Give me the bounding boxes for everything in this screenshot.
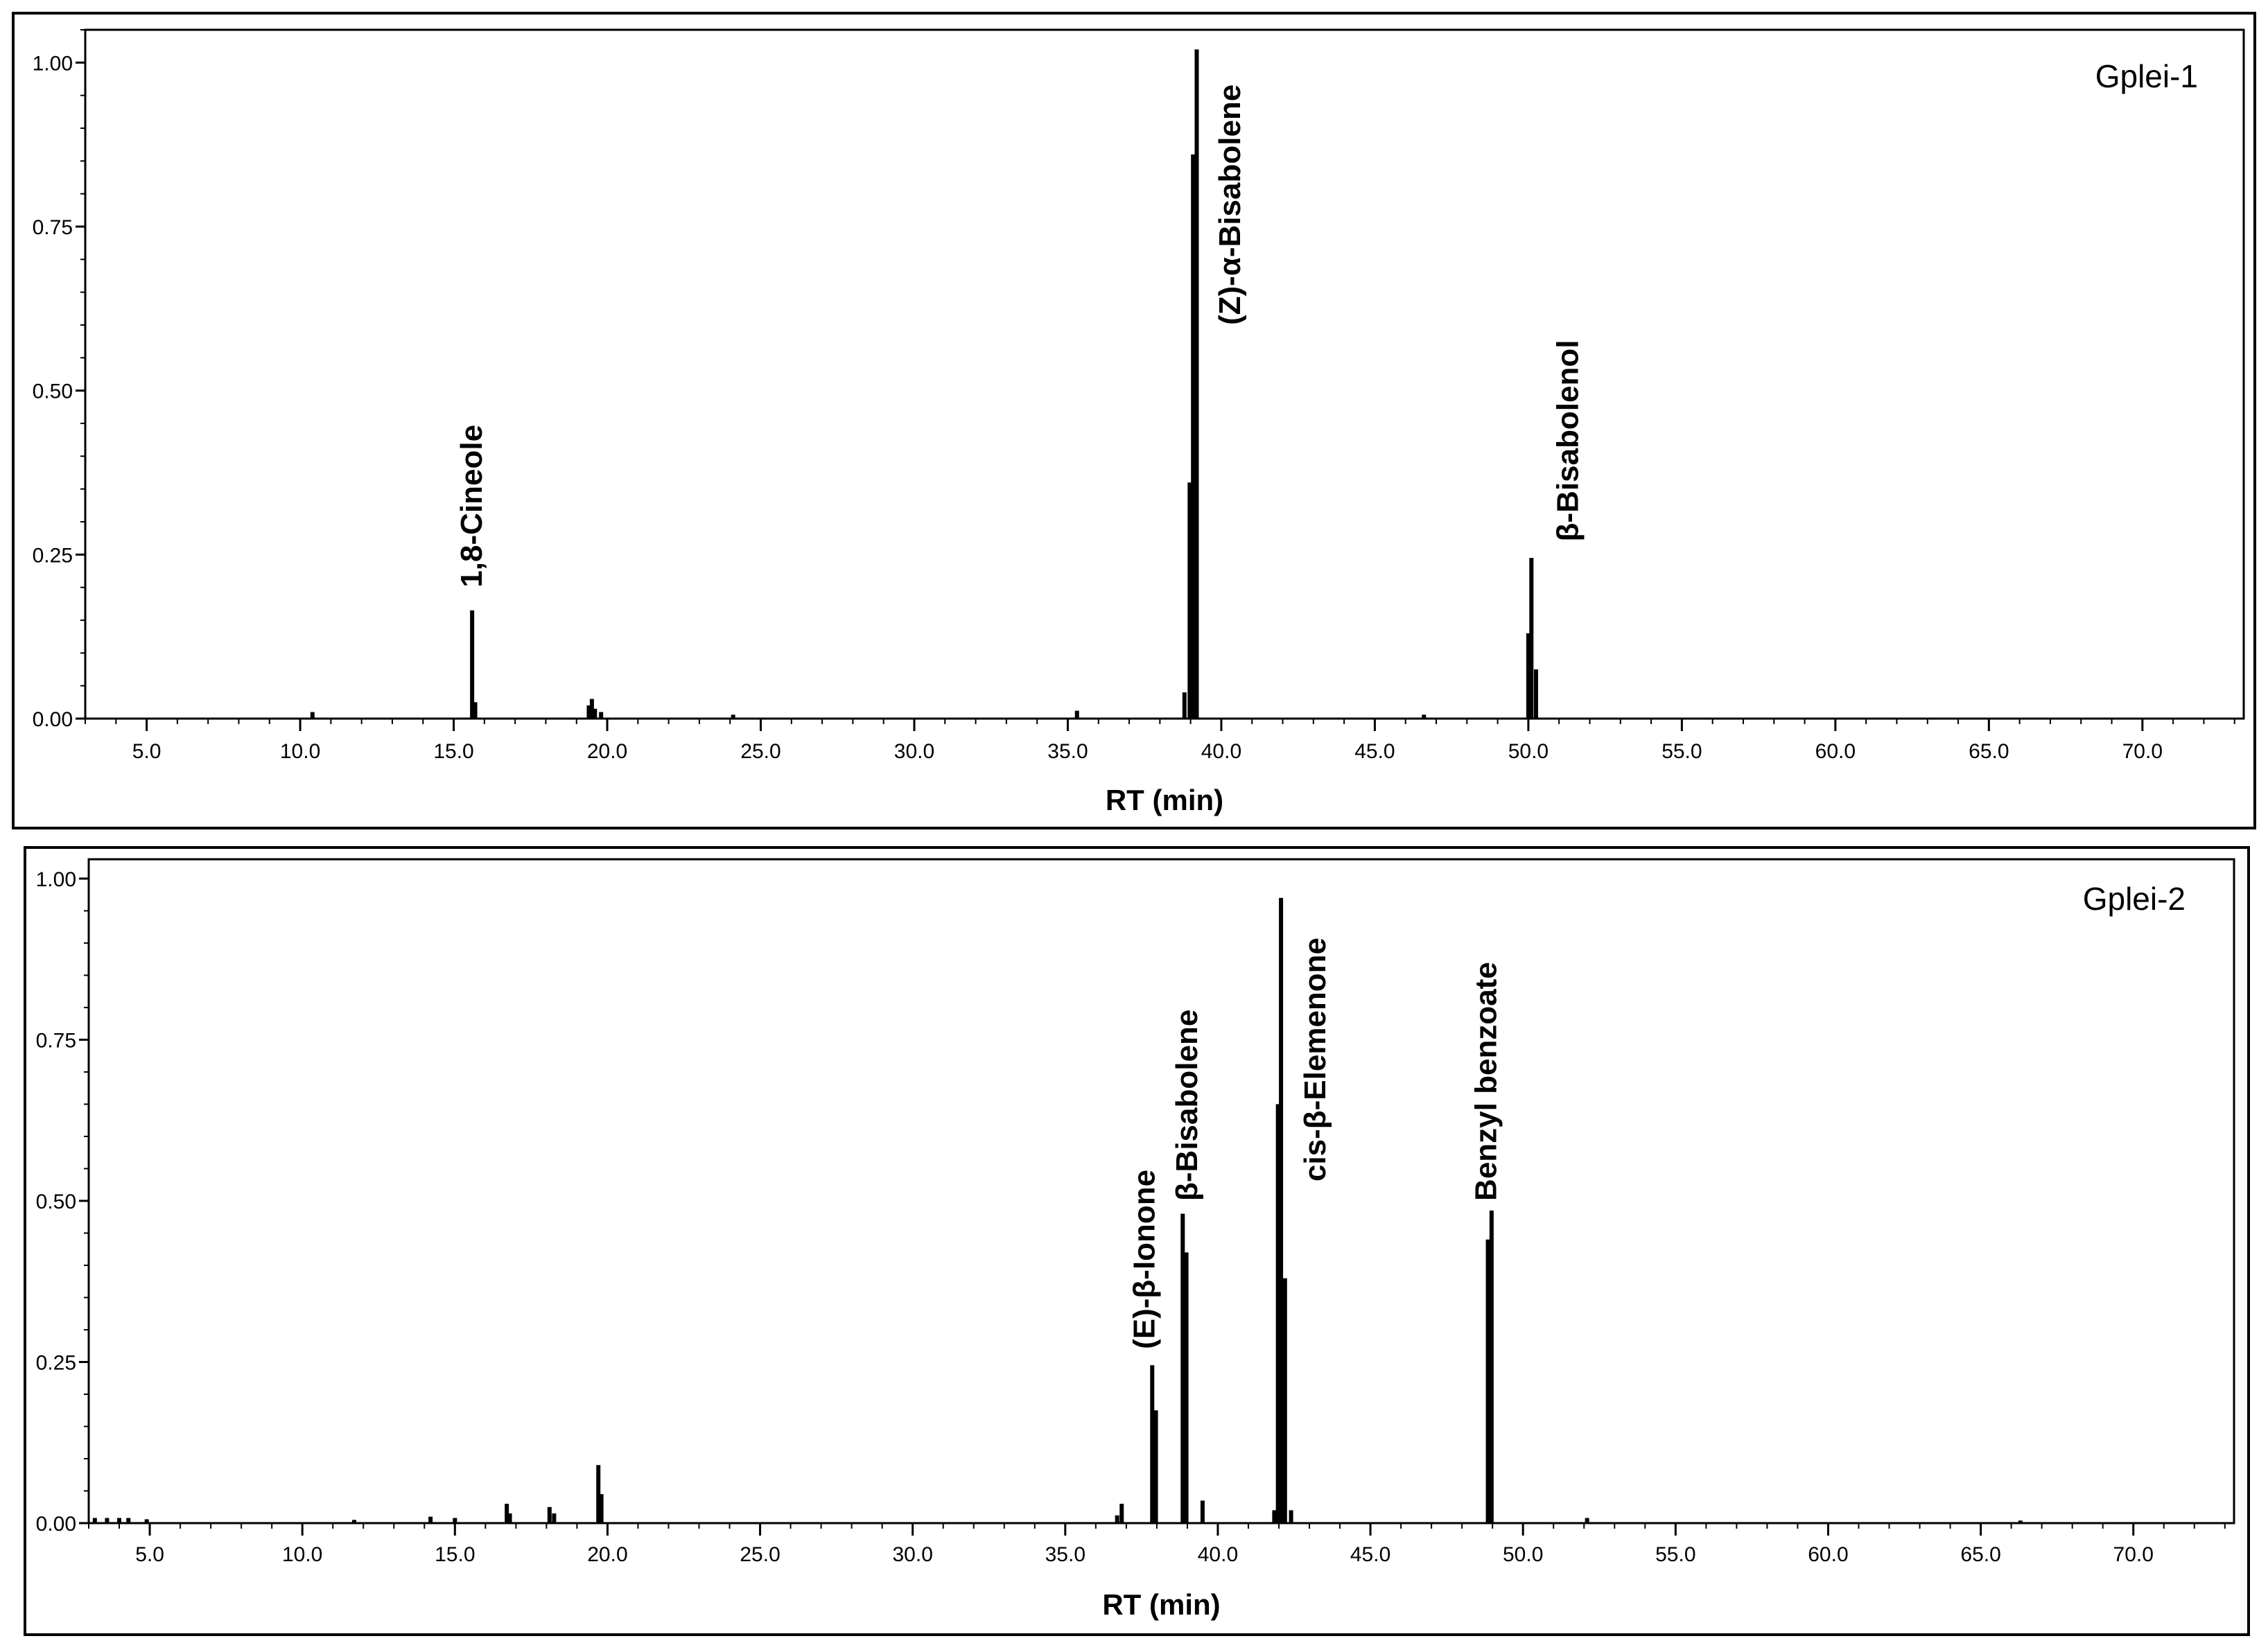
plot-frame <box>84 28 2245 720</box>
x-tick-label: 20.0 <box>587 740 627 763</box>
x-tick-label: 5.0 <box>135 1543 164 1566</box>
y-tick-label: 1.00 <box>33 52 73 75</box>
chromatogram-chart-2: 0.00 0.25 0.50 0.75 1.00 5.0 10.0 15.0 20.0 25.0 3… <box>36 858 2235 1621</box>
sample-label: Gplei-1 <box>2095 58 2198 94</box>
x-tick-label: 70.0 <box>2122 740 2163 763</box>
x-tick-label: 35.0 <box>1045 1543 1085 1566</box>
x-axis-label: RT (min) <box>1106 784 1223 816</box>
sample-label: Gplei-2 <box>2083 881 2186 917</box>
x-tick-label: 50.0 <box>1508 740 1549 763</box>
x-tick-label: 10.0 <box>280 740 320 763</box>
y-tick-label: 0.50 <box>33 380 73 403</box>
x-tick-label: 40.0 <box>1198 1543 1238 1566</box>
x-tick-label: 5.0 <box>132 740 162 763</box>
x-tick-label: 20.0 <box>587 1543 627 1566</box>
y-tick-label: 0.25 <box>36 1351 76 1374</box>
x-axis-label: RT (min) <box>1102 1588 1220 1621</box>
x-tick-label: 55.0 <box>1655 1543 1695 1566</box>
x-tick-label: 60.0 <box>1815 740 1856 763</box>
x-tick-label: 10.0 <box>282 1543 322 1566</box>
x-tick-label: 65.0 <box>1960 1543 2000 1566</box>
y-tick-label: 0.00 <box>36 1513 76 1536</box>
x-tick-label: 50.0 <box>1503 1543 1543 1566</box>
x-tick-label: 55.0 <box>1661 740 1702 763</box>
x-tick-label: 45.0 <box>1350 1543 1390 1566</box>
y-tick-label: 0.50 <box>36 1190 76 1213</box>
chromatogram-chart-1: 0.00 0.25 0.50 0.75 1.00 5.0 10.0 15.0 20.0 25.0 3… <box>33 28 2245 816</box>
x-tick-label: 15.0 <box>433 740 473 763</box>
y-tick-label: 0.75 <box>33 216 73 239</box>
y-tick-label: 1.00 <box>36 868 76 891</box>
x-tick-label: 45.0 <box>1354 740 1395 763</box>
chromatogram-panel-2: 0.00 0.25 0.50 0.75 1.00 5.0 10.0 15.0 20.0 25.0 3… <box>24 846 2250 1636</box>
x-tick-label: 40.0 <box>1201 740 1241 763</box>
plot-frame <box>87 858 2235 1525</box>
x-tick-label: 30.0 <box>892 1543 932 1566</box>
chromatogram-panel-1: 0.00 0.25 0.50 0.75 1.00 5.0 10.0 15.0 20.0 25.0 3… <box>12 12 2256 829</box>
x-tick-label: 60.0 <box>1808 1543 1848 1566</box>
x-tick-label: 65.0 <box>1969 740 2009 763</box>
peak-annotation: Benzyl benzoate <box>1469 962 1503 1201</box>
peak-annotation: β-Bisabolene <box>1170 1010 1204 1201</box>
y-tick-label: 0.75 <box>36 1029 76 1052</box>
peak-annotation: (E)-β-Ionone <box>1127 1170 1161 1349</box>
x-tick-label: 35.0 <box>1047 740 1088 763</box>
peak-annotation: cis-β-Elemenone <box>1298 938 1332 1181</box>
x-tick-label: 25.0 <box>740 1543 780 1566</box>
y-tick-label: 0.25 <box>33 544 73 567</box>
peak-annotation: (Z)-α-Bisabolene <box>1213 85 1247 325</box>
x-tick-label: 30.0 <box>894 740 934 763</box>
peak-annotation: 1,8-Cineole <box>455 425 489 588</box>
x-tick-label: 15.0 <box>435 1543 475 1566</box>
x-tick-label: 70.0 <box>2113 1543 2154 1566</box>
y-tick-label: 0.00 <box>33 708 73 731</box>
peak-annotation: β-Bisabolenol <box>1551 340 1585 542</box>
x-tick-label: 25.0 <box>740 740 780 763</box>
